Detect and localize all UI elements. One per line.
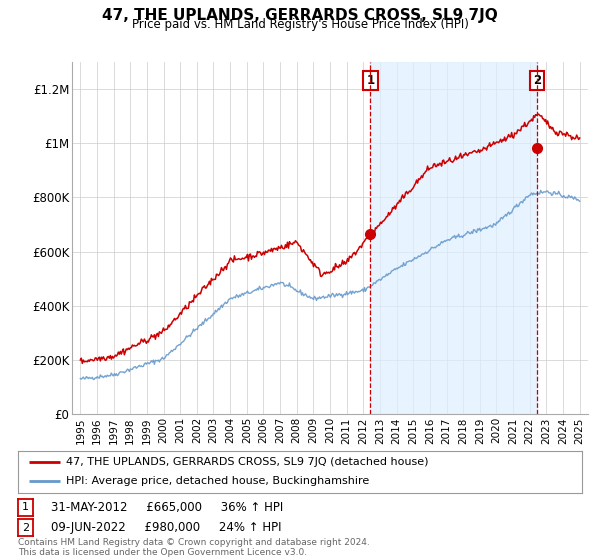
Text: Price paid vs. HM Land Registry's House Price Index (HPI): Price paid vs. HM Land Registry's House …: [131, 18, 469, 31]
Text: 2: 2: [533, 74, 541, 87]
Text: 2: 2: [22, 522, 29, 533]
Text: HPI: Average price, detached house, Buckinghamshire: HPI: Average price, detached house, Buck…: [66, 477, 369, 487]
Bar: [370, 62, 537, 414]
Text: Contains HM Land Registry data © Crown copyright and database right 2024.
This d: Contains HM Land Registry data © Crown c…: [18, 538, 370, 557]
Text: 47, THE UPLANDS, GERRARDS CROSS, SL9 7JQ (detached house): 47, THE UPLANDS, GERRARDS CROSS, SL9 7JQ…: [66, 457, 428, 467]
Text: 09-JUN-2022     £980,000     24% ↑ HPI: 09-JUN-2022 £980,000 24% ↑ HPI: [51, 521, 281, 534]
Text: 31-MAY-2012     £665,000     36% ↑ HPI: 31-MAY-2012 £665,000 36% ↑ HPI: [51, 501, 283, 514]
Text: 1: 1: [366, 74, 374, 87]
Text: 1: 1: [22, 502, 29, 512]
Text: 47, THE UPLANDS, GERRARDS CROSS, SL9 7JQ: 47, THE UPLANDS, GERRARDS CROSS, SL9 7JQ: [102, 8, 498, 24]
